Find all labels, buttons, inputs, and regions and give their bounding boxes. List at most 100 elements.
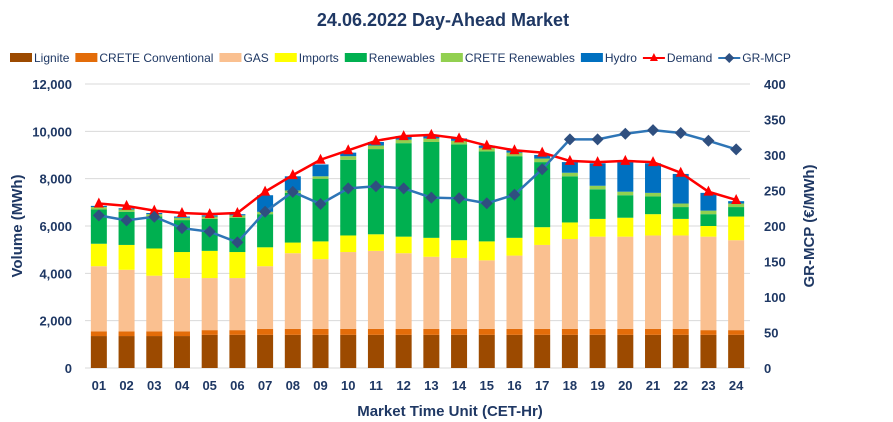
bar-crete-renewables	[478, 147, 495, 152]
bar-imports	[284, 242, 301, 254]
bar-crete-conventional	[534, 328, 551, 335]
point-gr-mcp	[120, 214, 133, 227]
point-demand	[675, 166, 686, 177]
bar-gas	[534, 244, 551, 329]
bar-gas	[506, 255, 523, 329]
legend-label: CRETE Renewables	[465, 51, 575, 65]
bar-crete-conventional	[617, 328, 634, 335]
bar-crete-conventional	[645, 328, 662, 335]
x-tick-label: 10	[341, 378, 355, 393]
legend-swatch	[219, 53, 242, 62]
bar-crete-renewables	[534, 158, 551, 163]
legend-label: GAS	[243, 51, 268, 65]
point-demand	[426, 128, 437, 139]
point-gr-mcp	[674, 126, 687, 139]
point-gr-mcp	[148, 210, 161, 223]
bar-crete-renewables	[118, 209, 135, 212]
bar-hydro	[672, 173, 689, 204]
bar-gas	[340, 252, 357, 329]
bar-renewables	[728, 207, 745, 217]
x-tick-label: 06	[230, 378, 244, 393]
y-tick-label: 0	[65, 361, 72, 376]
bar-crete-renewables	[451, 140, 468, 145]
bar-hydro	[617, 162, 634, 192]
bar-gas	[284, 253, 301, 329]
bar-renewables	[700, 214, 717, 226]
y2-axis-title: GR-MCP (€/MWh)	[801, 164, 818, 287]
bar-gas	[90, 266, 107, 332]
legend-swatch	[75, 53, 98, 62]
bar-gas	[395, 253, 412, 329]
point-gr-mcp	[619, 127, 632, 140]
bar-crete-conventional	[118, 331, 135, 337]
bar-crete-renewables	[728, 203, 745, 208]
point-gr-mcp	[563, 133, 576, 146]
bar-crete-conventional	[672, 328, 689, 335]
y-tick-label: 8,000	[39, 172, 72, 187]
bar-lignite	[229, 334, 246, 368]
point-gr-mcp	[342, 182, 355, 195]
x-tick-label: 18	[563, 378, 577, 393]
legend-swatch	[10, 53, 32, 62]
bar-hydro	[340, 152, 357, 157]
bar-crete-renewables	[395, 139, 412, 144]
x-tick-label: 07	[258, 378, 272, 393]
bar-imports	[478, 241, 495, 261]
bar-lignite	[284, 334, 301, 368]
y-tick-label: 12,000	[32, 77, 72, 92]
bar-crete-conventional	[90, 331, 107, 337]
point-demand	[564, 154, 575, 165]
chart-title: 24.06.2022 Day-Ahead Market	[317, 10, 569, 30]
point-demand	[121, 199, 132, 210]
x-tick-label: 15	[480, 378, 494, 393]
point-gr-mcp	[647, 124, 660, 137]
bar-renewables	[340, 159, 357, 236]
point-gr-mcp	[536, 163, 549, 176]
y2-tick-label: 300	[764, 148, 786, 163]
legend: Lignite CRETE Conventional GAS Imports Renew…	[10, 51, 791, 65]
bar-gas	[312, 259, 329, 329]
bar-gas	[700, 236, 717, 331]
bar-renewables	[423, 141, 440, 238]
point-gr-mcp	[397, 182, 410, 195]
point-demand	[370, 134, 381, 145]
bar-crete-conventional	[229, 330, 246, 335]
point-demand	[149, 204, 160, 215]
bar-imports	[312, 241, 329, 260]
bar-lignite	[700, 334, 717, 368]
y2-tick-label: 250	[764, 184, 786, 199]
bar-crete-renewables	[312, 176, 329, 179]
legend-label: Demand	[667, 51, 712, 65]
x-tick-label: 22	[673, 378, 687, 393]
bar-crete-renewables	[506, 152, 523, 157]
bar-gas	[672, 235, 689, 329]
bar-crete-renewables	[173, 217, 190, 221]
y2-tick-label: 100	[764, 290, 786, 305]
point-demand	[703, 185, 714, 196]
x-tick-label: 03	[147, 378, 161, 393]
bar-lignite	[451, 334, 468, 368]
bar-lignite	[478, 334, 495, 368]
bar-crete-conventional	[367, 328, 384, 335]
bar-imports	[561, 222, 578, 240]
bar-lignite	[312, 334, 329, 368]
bar-crete-renewables	[90, 207, 107, 210]
point-gr-mcp	[231, 236, 244, 249]
bar-imports	[645, 214, 662, 236]
bar-lignite	[423, 334, 440, 368]
bar-hydro	[589, 163, 606, 186]
bar-gas	[645, 235, 662, 329]
bar-crete-conventional	[201, 330, 218, 335]
x-tick-label: 12	[396, 378, 410, 393]
bar-hydro	[534, 155, 551, 159]
bar-lignite	[728, 334, 745, 368]
x-tick-label: 23	[701, 378, 715, 393]
bar-crete-conventional	[395, 328, 412, 335]
bar-gas	[617, 236, 634, 329]
bar-crete-conventional	[728, 330, 745, 335]
bar-gas	[118, 269, 135, 332]
bar-lignite	[589, 334, 606, 368]
bar-gas	[561, 239, 578, 329]
x-tick-label: 24	[729, 378, 744, 393]
legend-swatch	[344, 53, 367, 62]
